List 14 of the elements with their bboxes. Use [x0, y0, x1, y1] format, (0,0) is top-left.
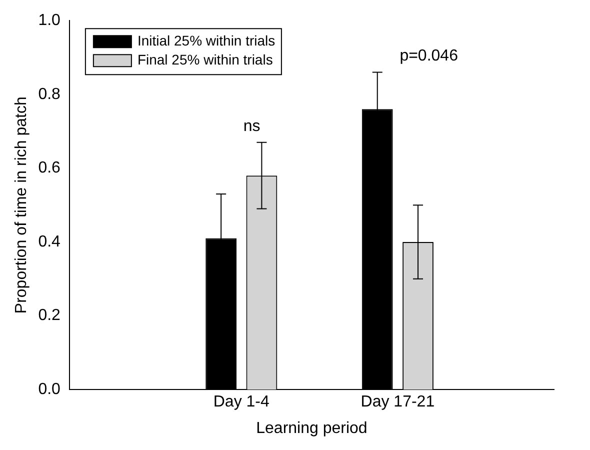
y-tick-label: 0.0: [38, 381, 61, 398]
x-tick-label: Day 1-4: [213, 394, 270, 411]
legend-label: Initial 25% within trials: [137, 32, 276, 48]
y-tick-label: 0.4: [38, 233, 61, 250]
x-axis-title: Learning period: [256, 420, 368, 437]
y-tick-label: 0.2: [38, 307, 61, 324]
annotation: ns: [243, 118, 260, 135]
annotation: p=0.046: [400, 48, 458, 65]
x-tick-label: Day 17-21: [360, 394, 435, 411]
legend-label: Final 25% within trials: [137, 51, 273, 68]
y-tick-label: 0.6: [38, 160, 61, 177]
y-tick-label: 0.8: [38, 86, 61, 103]
y-axis-title: Proportion of time in rich patch: [13, 96, 30, 314]
y-tick-label: 1.0: [38, 12, 61, 30]
